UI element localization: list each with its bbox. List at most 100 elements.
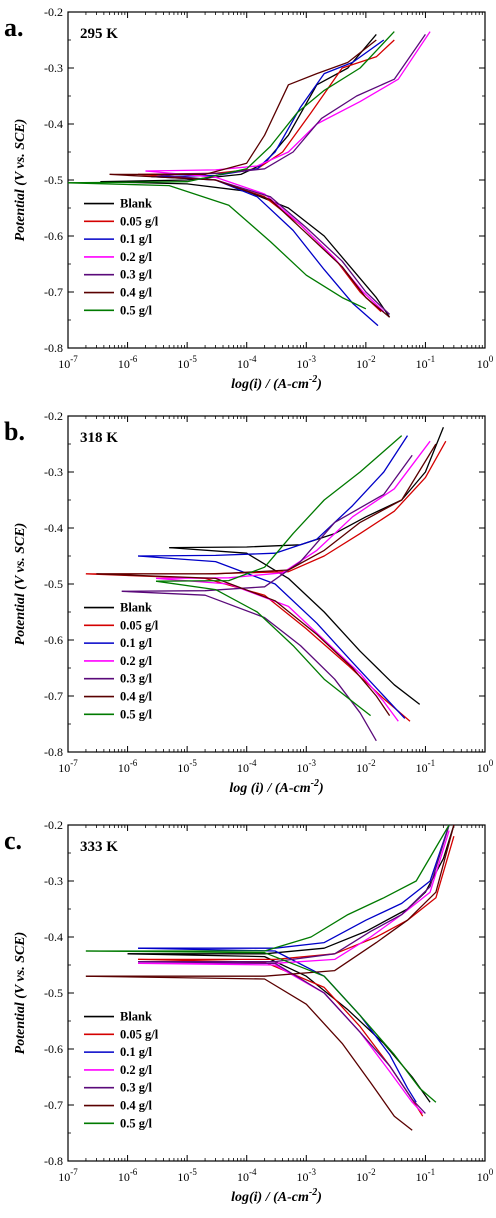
series-6 [85,824,450,1103]
x-tick-label: 10-5 [177,1167,197,1184]
cathodic-curve [121,590,377,742]
x-tick-label: 10-1 [416,758,436,775]
anodic-curve [138,824,450,963]
legend-label: 0.5 g/l [120,707,152,721]
y-tick-label: -0.3 [44,61,63,75]
legend-label: 0.4 g/l [120,1099,152,1113]
panel-label: c. [4,826,22,855]
legend-label: 0.4 g/l [120,690,152,704]
cathodic-curve [85,975,413,1131]
legend: Blank 0.05 g/l 0.1 g/l 0.2 g/l 0.3 g/l 0.4 g/… [84,197,159,317]
y-tick-label: -0.4 [44,117,63,131]
series-6 [67,31,395,310]
cathodic-curve [96,573,391,716]
legend-label: 0.05 g/l [120,214,159,228]
x-tick-label: 100 [477,354,494,371]
anodic-curve [85,824,455,977]
x-tick-label: 10-2 [356,1167,376,1184]
y-tick-label: -0.5 [44,173,63,187]
y-tick-label: -0.2 [44,818,63,832]
cathodic-curve [138,947,417,1103]
panel-label: b. [4,417,25,446]
legend-label: 0.2 g/l [120,250,152,264]
x-tick-label: 10-4 [237,758,257,775]
cathodic-curve [109,173,391,318]
cathodic-curve [85,950,437,1103]
x-tick-label: 10-2 [356,758,376,775]
y-tick-label: -0.7 [44,1098,63,1112]
x-tick-label: 10-3 [297,354,317,371]
y-tick-label: -0.6 [44,633,63,647]
cathodic-curve [138,555,406,719]
anodic-curve [155,435,403,582]
cathodic-curve [67,182,367,310]
x-tick-label: 10-5 [177,758,197,775]
x-axis-title: log(i) / (A-cm-2) [231,1187,322,1205]
y-tick-label: -0.2 [44,5,63,19]
cathodic-curve [100,181,391,318]
x-tick-label: 10-1 [416,354,436,371]
anodic-curve [155,34,426,176]
legend: Blank 0.05 g/l 0.1 g/l 0.2 g/l 0.3 g/l 0.4 g/… [84,1010,159,1130]
x-tick-label: 10-3 [297,758,317,775]
legend-label: 0.1 g/l [120,1045,152,1059]
legend-label: 0.5 g/l [120,303,152,317]
y-tick-label: -0.6 [44,229,63,243]
anodic-curve [85,824,450,952]
legend-label: 0.4 g/l [120,286,152,300]
series-0 [169,426,445,705]
legend-label: 0.05 g/l [120,1027,159,1041]
y-tick-label: -0.6 [44,1042,63,1056]
anodic-curve [138,824,450,949]
cathodic-curve [145,170,385,313]
series-4 [138,824,450,1114]
cathodic-curve [138,173,382,313]
anodic-curve [138,39,395,176]
x-tick-label: 10-5 [177,354,197,371]
y-tick-label: -0.5 [44,986,63,1000]
y-axis-title: Potential (V vs. SCE) [13,932,28,1055]
y-tick-label: -0.4 [44,930,63,944]
series-6 [155,435,403,717]
series-0 [127,824,455,1103]
anodic-curve [145,31,431,172]
anodic-curve [169,426,445,549]
x-tick-label: 100 [477,1167,494,1184]
x-axis-title: log(i) / (A-cm-2) [231,374,322,392]
x-tick-label: 10-6 [118,758,138,775]
legend-label: 0.5 g/l [120,1116,152,1130]
chart-panel-2: 10-7 10-6 10-5 10-4 10-3 10-2 10-1 100 -0.2 -0.3 -… [4,409,494,796]
temperature-annotation: 333 K [80,839,118,855]
x-tick-label: 10-4 [237,1167,257,1184]
y-tick-label: -0.3 [44,465,63,479]
x-tick-label: 10-6 [118,354,138,371]
chart-panel-3: 10-7 10-6 10-5 10-4 10-3 10-2 10-1 100 -0.2 -0.3 -… [4,818,494,1205]
chart-panel-1: 10-7 10-6 10-5 10-4 10-3 10-2 10-1 100 -0.2 -0.3 -… [4,5,494,392]
x-tick-label: 10-4 [237,354,257,371]
series-2 [151,39,385,327]
anodic-curve [138,836,455,961]
anodic-curve [96,443,437,575]
anodic-curve [109,39,377,176]
legend-label: 0.3 g/l [120,672,152,686]
x-tick-label: 10-7 [58,354,78,371]
legend-label: 0.1 g/l [120,636,152,650]
cathodic-curve [155,580,371,717]
x-tick-label: 10-7 [58,758,78,775]
x-tick-label: 10-1 [416,1167,436,1184]
anodic-curve [138,435,409,557]
series-5 [85,824,455,1131]
y-tick-label: -0.4 [44,521,63,535]
y-tick-label: -0.7 [44,689,63,703]
y-tick-label: -0.8 [44,1154,63,1168]
cathodic-curve [155,577,399,722]
series-3 [145,31,431,313]
cathodic-curve [138,960,426,1114]
y-axis-title: Potential (V vs. SCE) [13,523,28,646]
y-tick-label: -0.8 [44,341,63,355]
cathodic-curve [169,546,421,705]
panel-label: a. [4,13,24,42]
anodic-curve [67,31,395,184]
legend-label: 0.2 g/l [120,1063,152,1077]
